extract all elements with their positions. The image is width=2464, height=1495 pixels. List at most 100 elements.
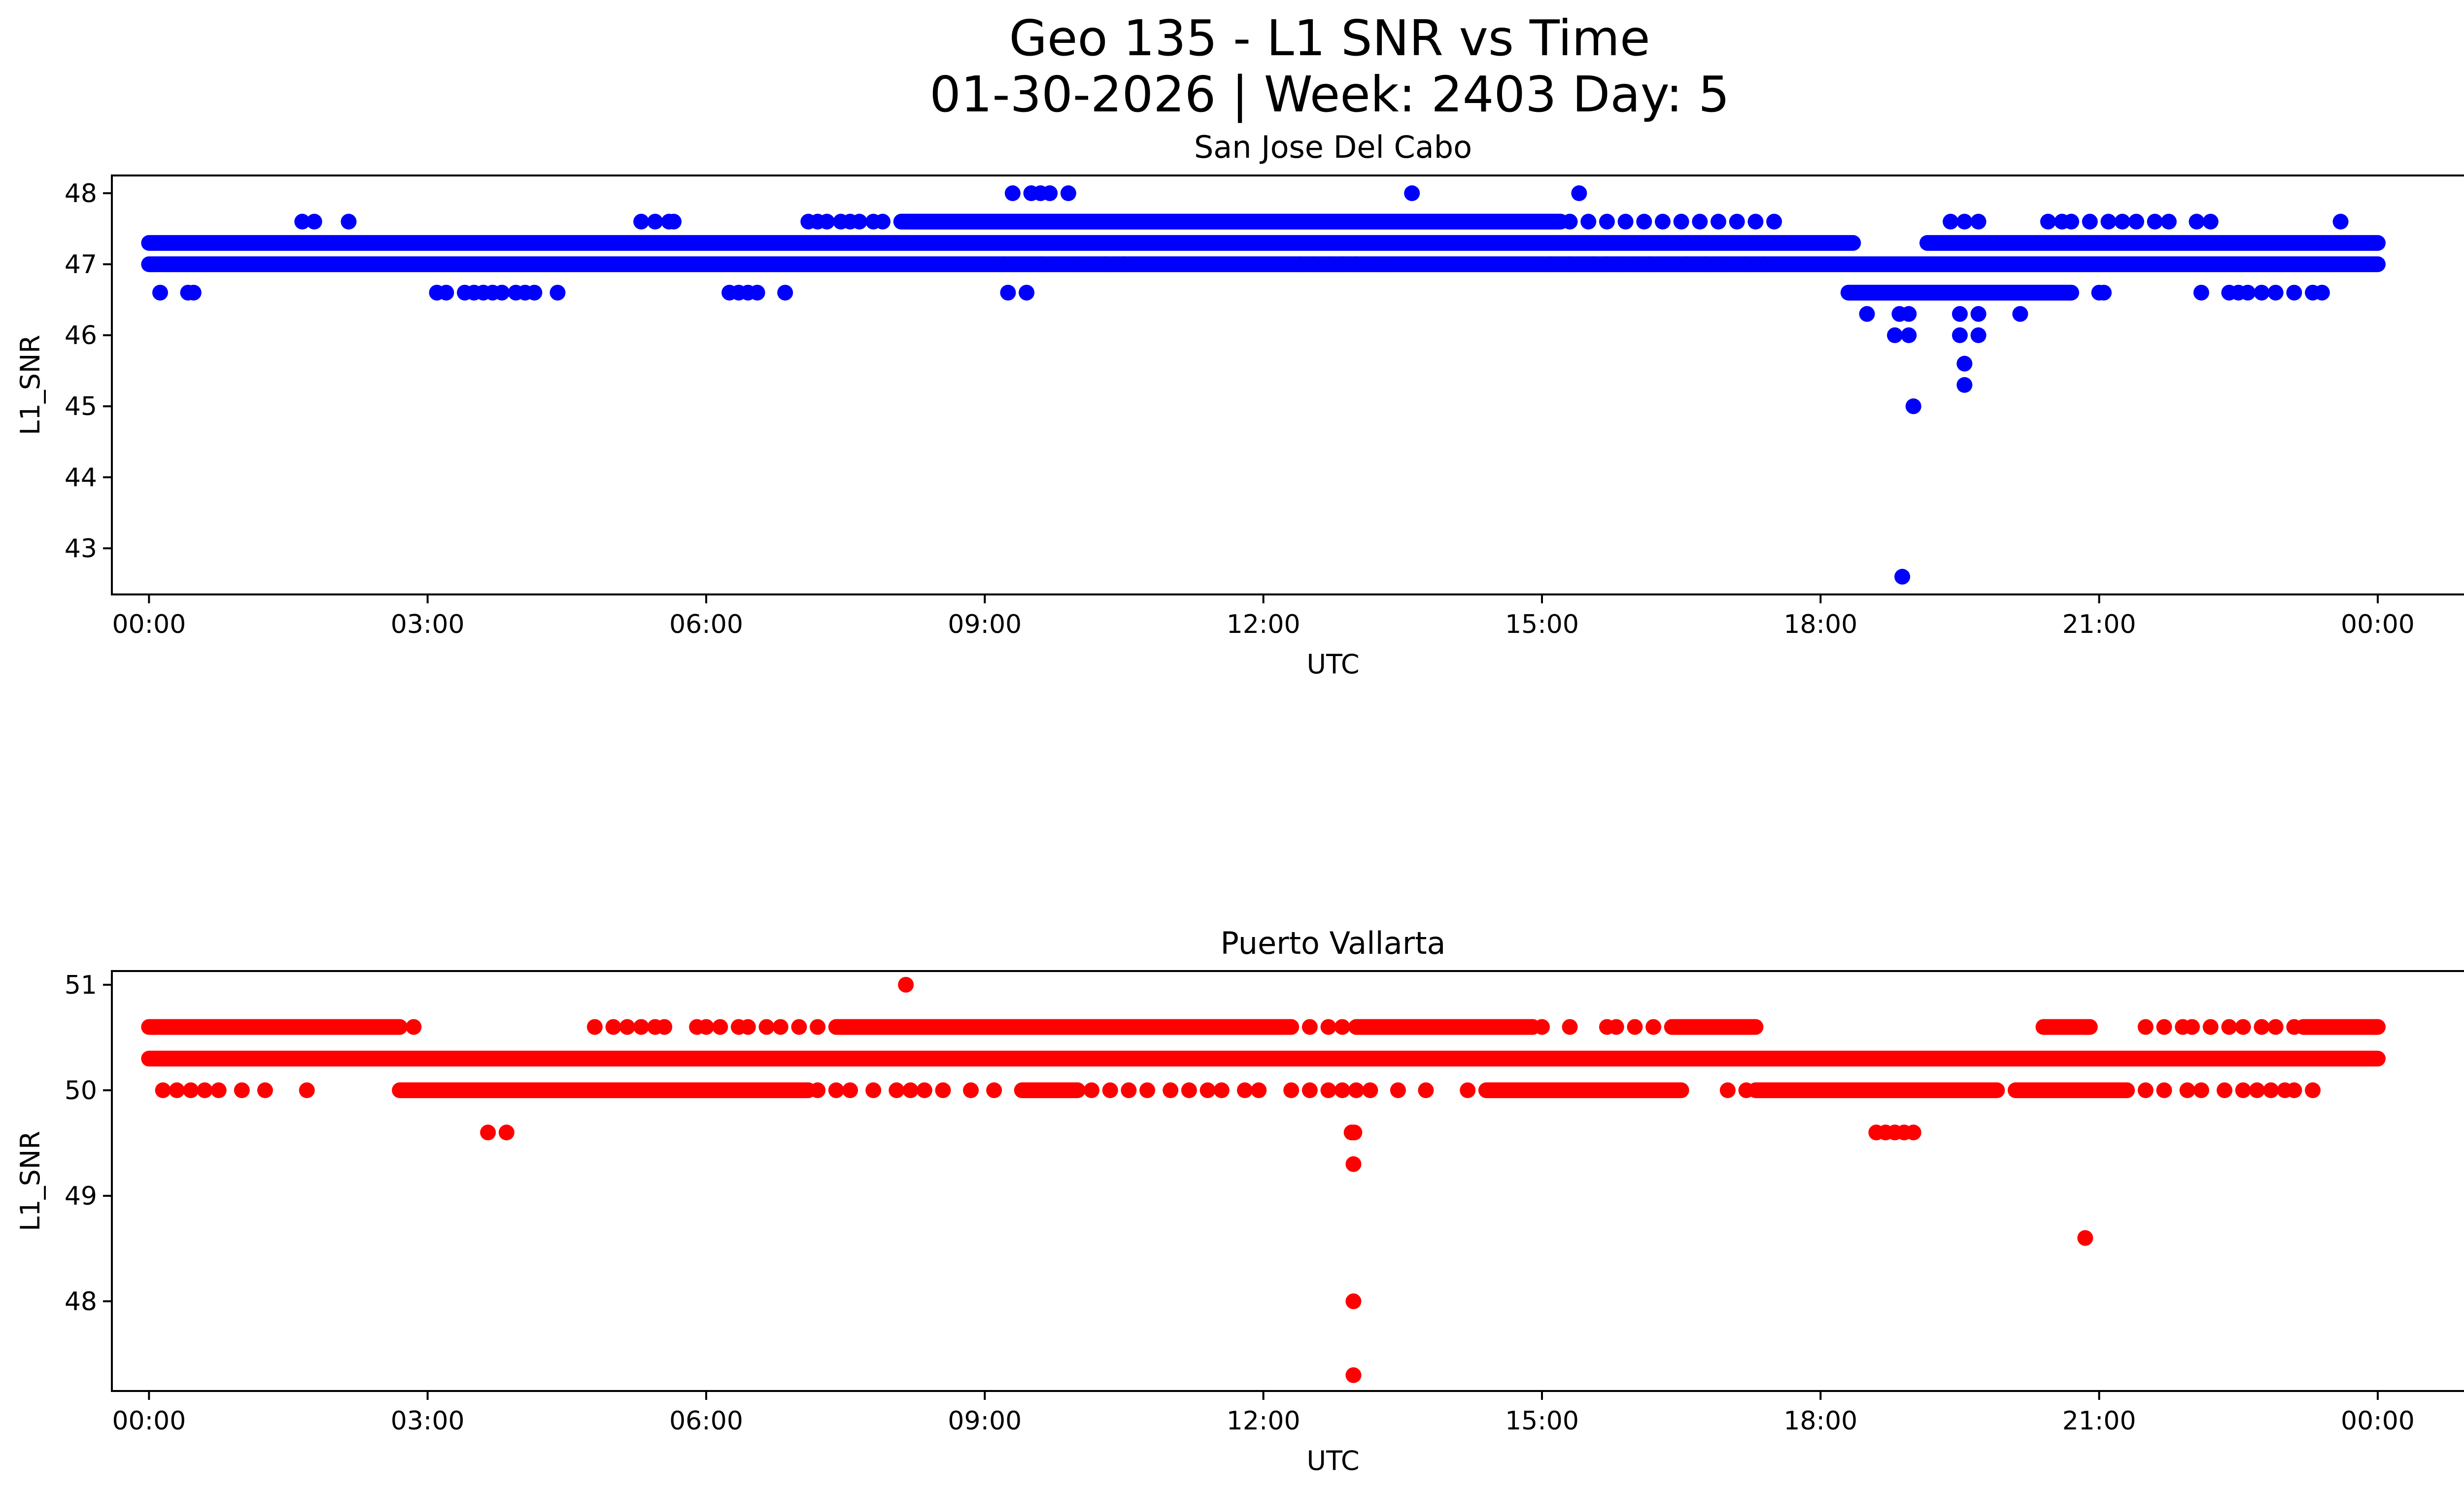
data-point: [810, 1082, 826, 1098]
data-point: [1000, 284, 1016, 301]
data-point: [1711, 213, 1727, 230]
x-tick-label: 00:00: [2341, 610, 2415, 639]
data-point: [1905, 398, 1921, 415]
data-point: [2156, 1019, 2172, 1035]
data-point: [1320, 1019, 1336, 1035]
data-point: [1692, 213, 1708, 230]
x-tick-label: 00:00: [112, 1406, 186, 1436]
x-tick-label: 00:00: [112, 610, 186, 639]
subplot-puerto-vallarta: Puerto Vallarta 00:00 03:00 06:00 09:00 12:0…: [15, 925, 2464, 1476]
data-point: [2286, 1019, 2302, 1035]
x-tick-label: 21:00: [2062, 1406, 2136, 1436]
data-point: [183, 1082, 199, 1098]
data-point: [1943, 213, 1959, 230]
data-point: [2202, 213, 2219, 230]
data-point: [1956, 377, 1973, 393]
data-point: [2217, 1082, 2233, 1098]
data-point: [2156, 1082, 2172, 1098]
data-point: [666, 213, 682, 230]
data-point: [2286, 284, 2302, 301]
data-point: [2114, 213, 2130, 230]
data-point: [1293, 256, 1309, 273]
data-point: [438, 284, 454, 301]
data-point: [549, 284, 566, 301]
y-tick-label: 48: [65, 1287, 97, 1317]
x-tick-label: 12:00: [1227, 1406, 1300, 1436]
data-point: [1901, 306, 1917, 322]
y-tick-label: 48: [65, 179, 97, 209]
data-point: [1121, 1082, 1137, 1098]
data-point: [1320, 256, 1336, 273]
data-point: [480, 1124, 496, 1141]
data-point: [777, 284, 793, 301]
x-tick-label: 09:00: [948, 1406, 1022, 1436]
data-point: [1348, 1082, 1365, 1098]
data-point: [1580, 213, 1597, 230]
data-point: [2137, 1082, 2154, 1098]
data-point: [791, 1019, 807, 1035]
data-point: [169, 1082, 185, 1098]
data-point: [1747, 213, 1764, 230]
data-point: [1346, 1124, 1363, 1141]
data-point: [995, 256, 1012, 273]
data-point: [1102, 1082, 1118, 1098]
data-point: [2235, 1019, 2251, 1035]
data-point: [1636, 213, 1652, 230]
data-point: [1678, 256, 1694, 273]
data-point: [1069, 256, 1086, 273]
data-point: [2082, 213, 2098, 230]
data-point: [1571, 185, 1587, 202]
data-point: [1627, 1019, 1643, 1035]
data-point: [1534, 1019, 1550, 1035]
subplot-san-jose-del-cabo: San Jose Del Cabo 00:00 03:00 06:00 09:00 12…: [15, 129, 2464, 680]
data-point: [1362, 1082, 1378, 1098]
data-point: [1213, 1082, 1230, 1098]
plot-frame: [111, 174, 2464, 595]
data-points: [141, 185, 2386, 585]
x-tick-label: 15:00: [1505, 1406, 1579, 1436]
data-point: [1418, 1082, 1434, 1098]
data-point: [1345, 1293, 1362, 1310]
data-point: [619, 1019, 635, 1035]
data-point: [656, 1019, 673, 1035]
data-point: [1905, 1124, 1921, 1141]
data-point: [1199, 1082, 1216, 1098]
data-point: [1729, 213, 1745, 230]
subplot-title: San Jose Del Cabo: [1194, 129, 1472, 165]
figure-title-line1: Geo 135 - L1 SNR vs Time: [1009, 9, 1650, 67]
data-point: [2012, 306, 2028, 322]
data-point: [2254, 1019, 2270, 1035]
data-point: [145, 1019, 162, 1035]
data-point: [1251, 1082, 1267, 1098]
data-point: [2314, 284, 2330, 301]
data-point: [758, 1019, 775, 1035]
data-point: [2040, 213, 2056, 230]
data-point: [902, 1082, 919, 1098]
data-point: [2160, 213, 2177, 230]
data-point: [1715, 256, 1731, 273]
data-point: [772, 1019, 788, 1035]
data-point: [828, 1082, 844, 1098]
data-point: [712, 1019, 728, 1035]
data-point: [986, 1082, 1002, 1098]
data-point: [1757, 256, 1773, 273]
data-point: [306, 213, 322, 230]
x-tick-label: 09:00: [948, 610, 1022, 639]
data-point: [1956, 213, 1973, 230]
data-point: [1887, 327, 1903, 344]
y-tick-label: 46: [65, 321, 97, 350]
data-point: [1970, 306, 1986, 322]
data-point: [810, 1019, 826, 1035]
data-points: [141, 976, 2386, 1383]
data-point: [1301, 1082, 1318, 1098]
data-point: [494, 284, 510, 301]
data-point: [257, 1082, 273, 1098]
data-point: [2240, 284, 2256, 301]
data-point: [916, 1082, 932, 1098]
x-tick-label: 06:00: [669, 1406, 743, 1436]
data-point: [155, 1082, 171, 1098]
data-point: [1543, 256, 1559, 273]
x-tick-label: 03:00: [391, 1406, 465, 1436]
data-point: [1951, 327, 1968, 344]
